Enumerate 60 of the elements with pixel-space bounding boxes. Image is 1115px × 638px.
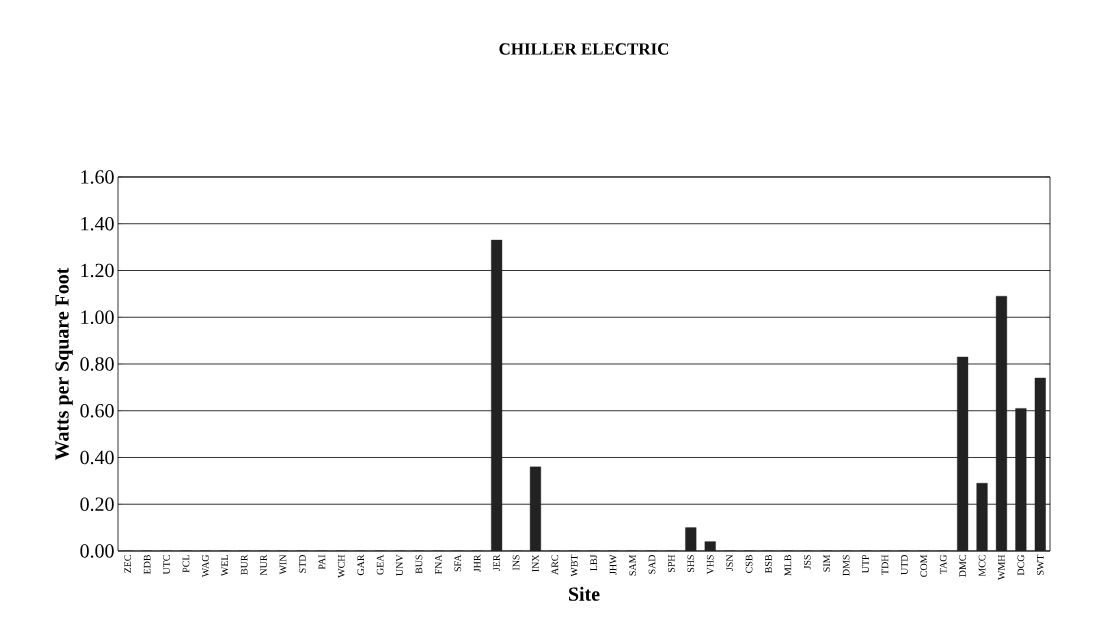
x-tick-label: DMC	[959, 555, 966, 577]
x-tick-label: NUR	[260, 554, 267, 576]
x-tick-label: BSB	[765, 554, 772, 574]
y-axis-title: Watts per Square Foot	[55, 267, 73, 461]
x-tick-label: SWT	[1036, 554, 1044, 575]
x-tick-label: PAI	[318, 554, 326, 570]
x-tick-label: WBT	[570, 554, 578, 577]
x-tick-label: WEL	[221, 555, 229, 577]
x-tick-label: VHS	[706, 555, 714, 575]
x-tick-label: GEA	[376, 554, 384, 575]
x-tick-label: STD	[299, 554, 306, 573]
x-tick-label: SPH	[668, 554, 675, 573]
x-tick-label: INS	[512, 555, 520, 571]
x-tick-label: TDH	[881, 554, 889, 575]
x-tick-label: MLB	[784, 554, 792, 576]
x-tick-label: CSB	[745, 554, 753, 573]
y-tick-label: 1.00	[81, 310, 114, 324]
y-tick-label: 1.20	[81, 263, 114, 278]
x-tick-label: WCH	[337, 554, 345, 578]
x-tick-label: EDB	[143, 554, 151, 575]
x-tick-label: DMS	[842, 555, 850, 576]
x-tick-label: UTP	[862, 554, 869, 574]
x-tick-label: BUR	[240, 554, 248, 575]
x-tick-label: SIM	[823, 554, 831, 572]
x-axis-title: Site	[569, 586, 600, 601]
x-tick-label: TAG	[939, 554, 947, 574]
y-tick-label: 1.40	[81, 216, 114, 231]
y-tick-label: 0.40	[80, 450, 114, 465]
x-tick-label: BUS	[415, 555, 423, 574]
x-tick-label: JHR	[473, 554, 481, 573]
y-tick-label: 1.60	[81, 170, 114, 184]
x-tick-label: ZEC	[124, 555, 132, 573]
x-tick-label: SAM	[629, 554, 636, 576]
chart-title: CHILLER ELECTRIC	[499, 43, 669, 55]
x-tick-label: WAG	[202, 554, 209, 578]
y-tick-label: 0.00	[80, 544, 114, 558]
x-tick-label: FNA	[435, 554, 442, 575]
x-tick-label: SAD	[648, 554, 656, 574]
x-tick-label: JSN	[726, 554, 733, 571]
x-tick-label: LBJ	[590, 554, 598, 571]
y-tick-label: 0.80	[80, 357, 114, 371]
x-tick-label: JER	[493, 554, 500, 571]
x-tick-label: WIN	[279, 554, 287, 575]
x-tick-label: UTC	[163, 555, 170, 575]
x-tick-label: JSS	[803, 555, 811, 570]
x-tick-label: ARC	[551, 555, 559, 575]
x-tick-label: GAR	[357, 554, 365, 576]
x-tick-label: WMH	[998, 554, 1005, 580]
x-tick-label: DCG	[1017, 554, 1025, 576]
x-tick-label: UTD	[901, 554, 908, 575]
x-tick-label: INX	[532, 554, 539, 572]
x-tick-label: SHS	[687, 555, 695, 573]
x-tick-label: UNV	[396, 554, 403, 576]
y-tick-label: 0.20	[80, 497, 114, 511]
x-tick-label: SFA	[454, 554, 462, 572]
x-tick-label: JHW	[609, 554, 617, 575]
x-tick-label: MCC	[978, 555, 986, 577]
y-tick-label: 0.60	[80, 403, 114, 418]
x-tick-label: COM	[920, 554, 928, 577]
x-tick-label: PCL	[182, 555, 190, 573]
